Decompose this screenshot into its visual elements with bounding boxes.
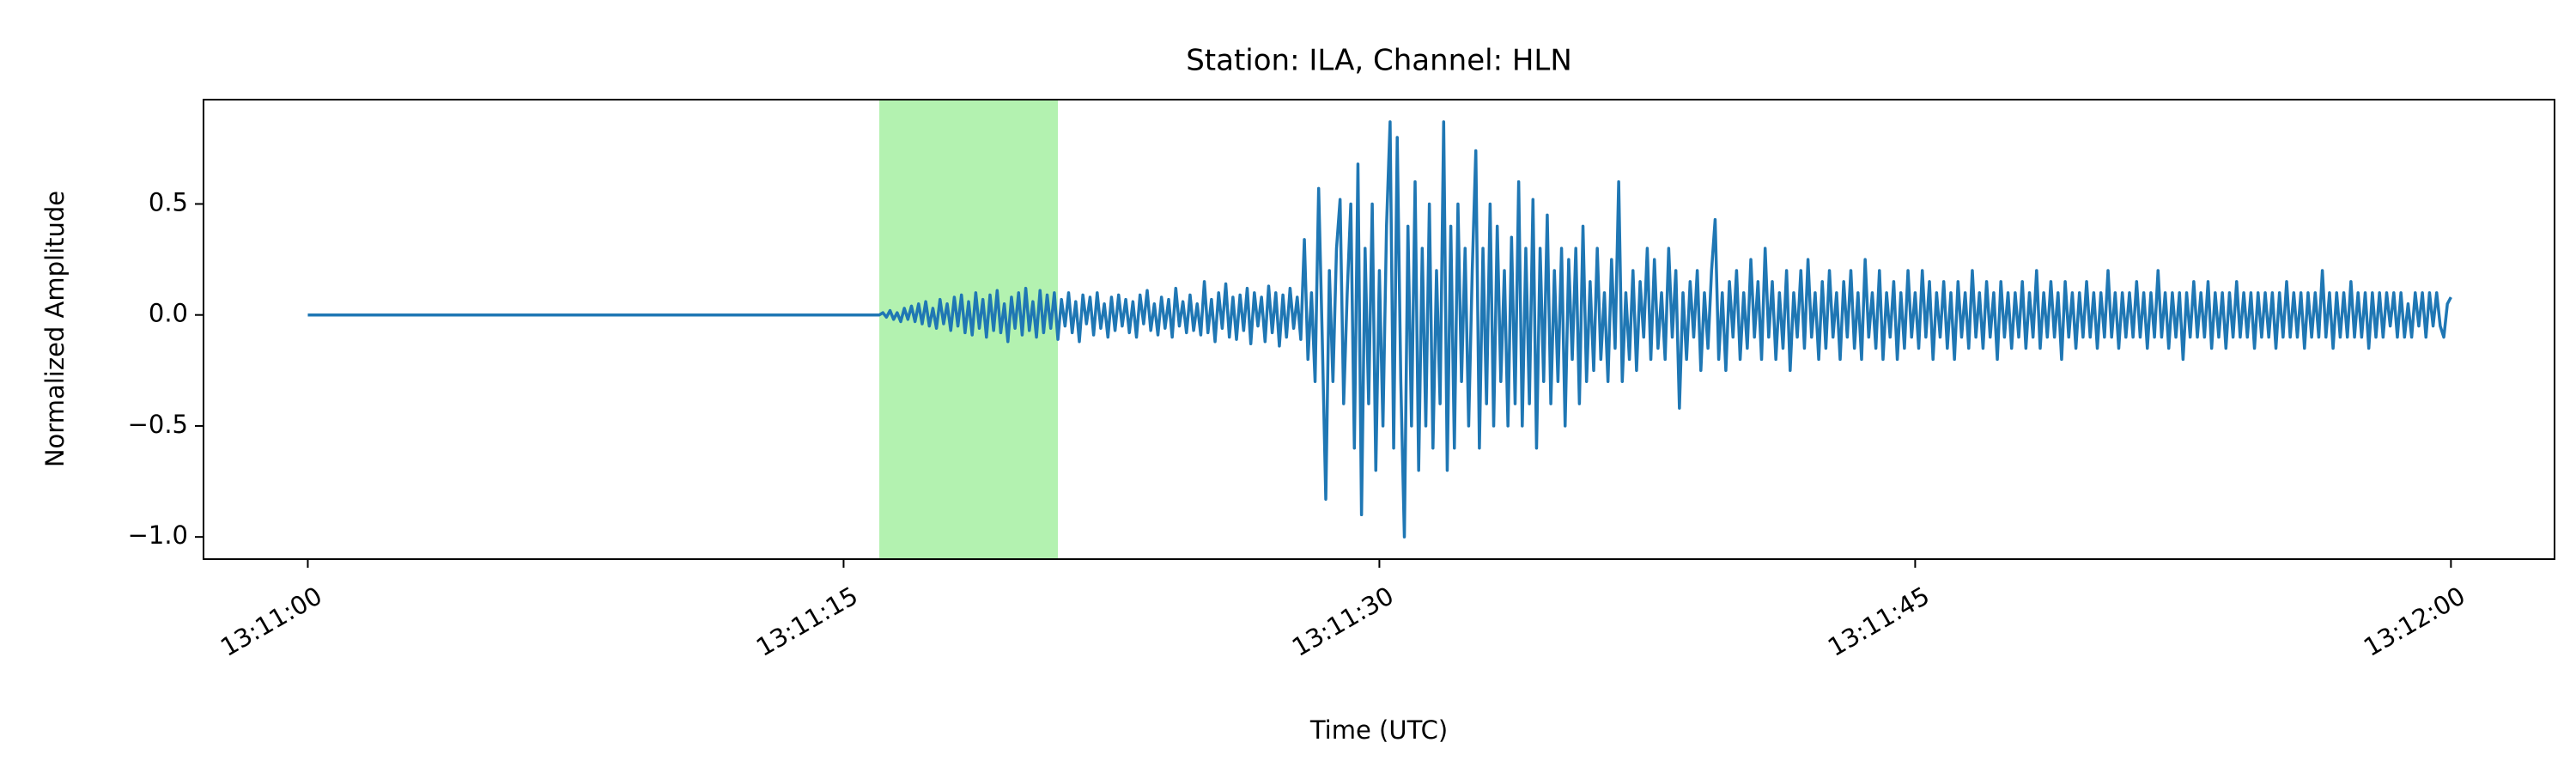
y-tick-label: −0.5 — [128, 410, 188, 439]
chart-title: Station: ILA, Channel: HLN — [1186, 44, 1572, 78]
x-tick-label: 13:11:15 — [751, 581, 863, 662]
x-tick-label: 13:11:00 — [216, 581, 327, 662]
y-tick-label: 0.0 — [149, 299, 188, 328]
x-tick-label: 13:11:45 — [1823, 581, 1935, 662]
x-tick-label: 13:12:00 — [2359, 581, 2470, 662]
x-axis-label: Time (UTC) — [1309, 715, 1448, 745]
y-axis-label: Normalized Amplitude — [40, 191, 70, 467]
y-tick-label: −1.0 — [128, 520, 188, 550]
y-tick-label: 0.5 — [149, 187, 188, 216]
highlight-span — [879, 100, 1059, 559]
waveform-line — [307, 120, 2452, 539]
x-tick-label: 13:11:30 — [1287, 581, 1399, 662]
